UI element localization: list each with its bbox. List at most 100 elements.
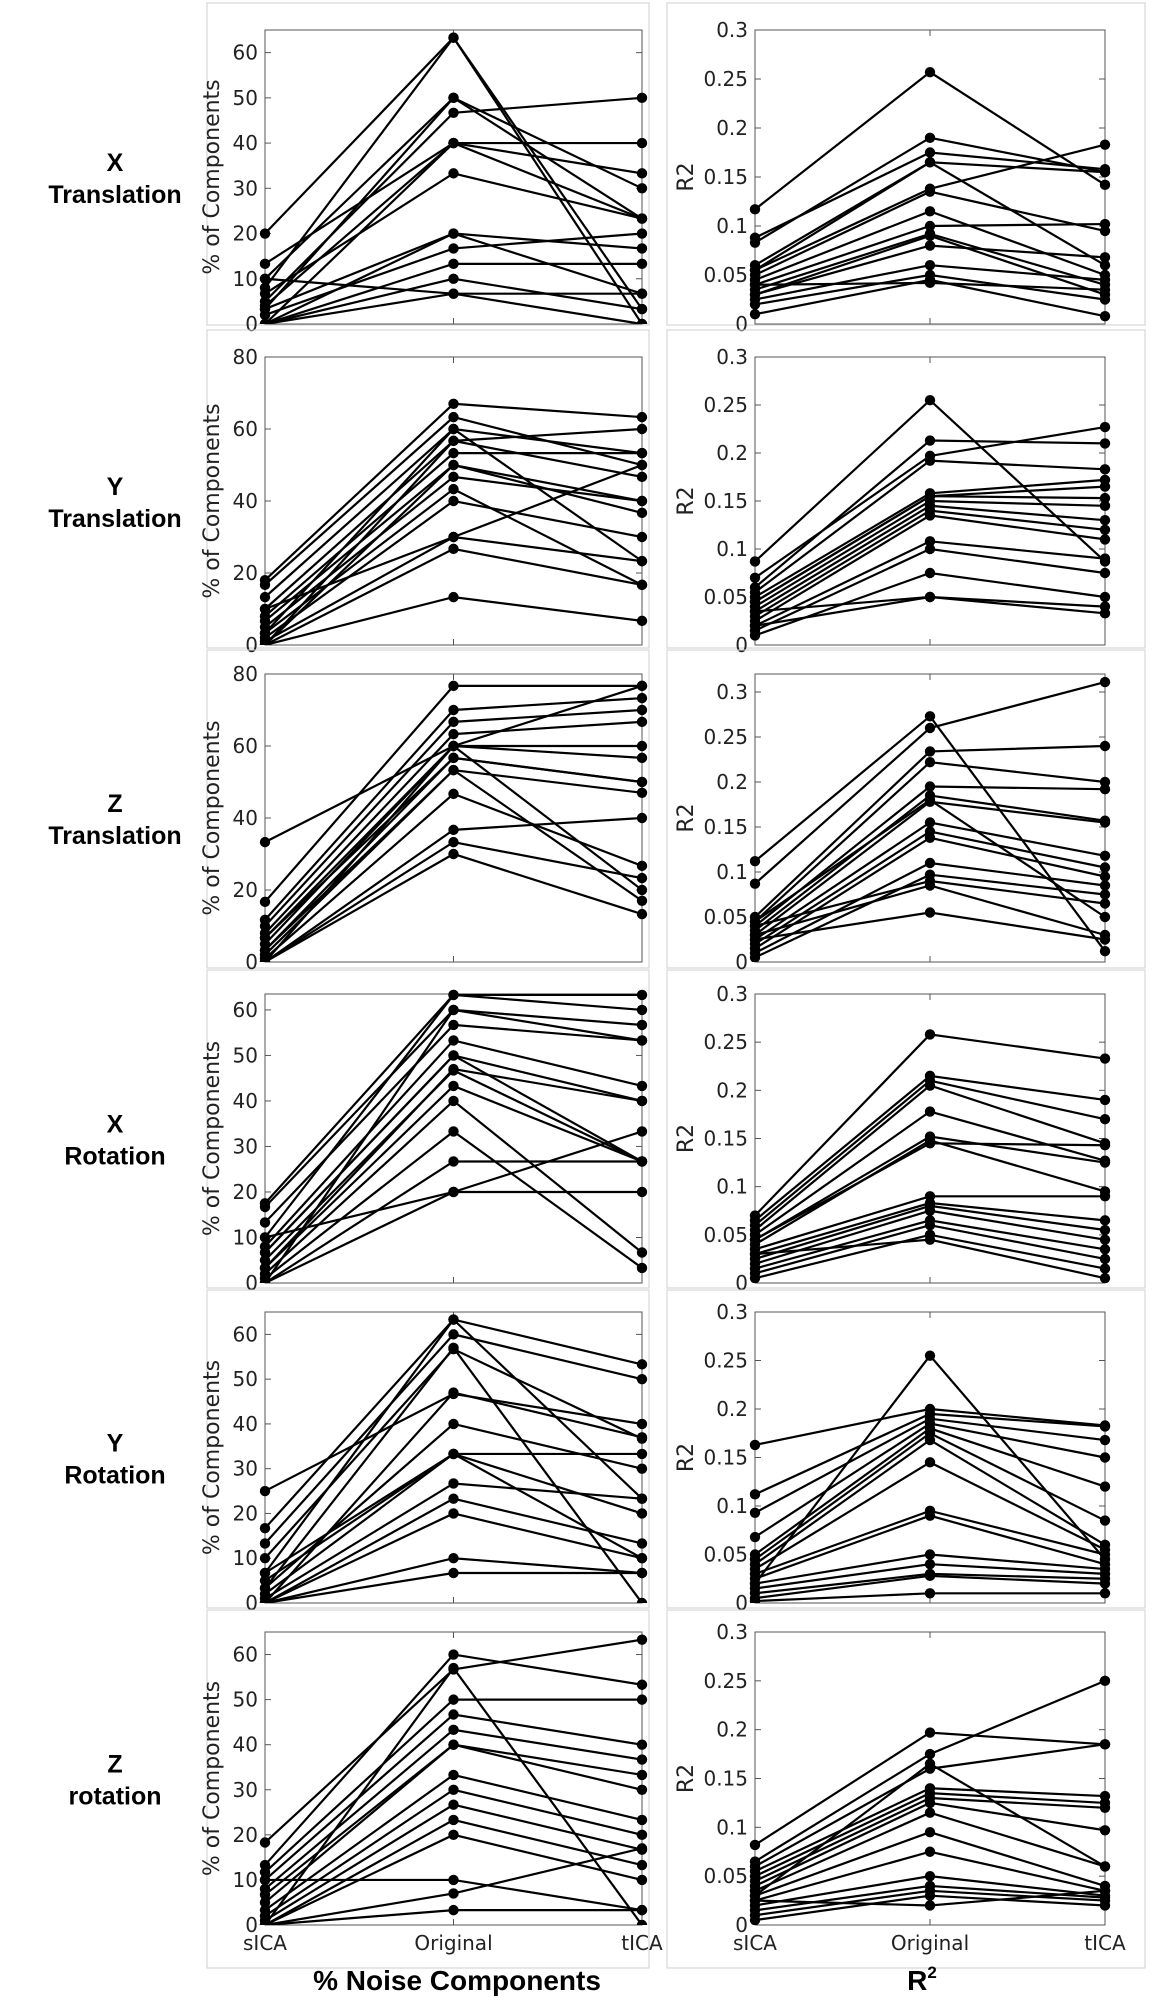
data-point <box>636 908 648 920</box>
x-axis-title-noise-components: % Noise Components <box>313 1965 601 1996</box>
series-line <box>264 792 643 960</box>
data-point <box>259 1255 271 1266</box>
data-point <box>636 228 648 239</box>
series-group <box>259 680 648 962</box>
data-point <box>636 459 648 471</box>
data-point <box>636 812 648 824</box>
data-point <box>636 1035 648 1046</box>
data-point <box>636 447 648 459</box>
data-point <box>749 1489 761 1500</box>
data-point <box>448 1649 459 1660</box>
data-point <box>448 1784 459 1795</box>
data-point <box>924 817 936 828</box>
data-point <box>1099 911 1111 923</box>
row-labels: X Translation Y Translation Z Translation X Rot… <box>48 149 181 1811</box>
y-tick-label: 30 <box>233 176 258 200</box>
x-tick-label: sICA <box>733 1931 777 1955</box>
data-point <box>749 309 761 320</box>
row-label-line2: Rotation <box>64 1143 165 1171</box>
y-axis-title: R2 <box>674 162 699 191</box>
y-tick-label: 50 <box>233 1043 258 1067</box>
data-point <box>749 1890 761 1901</box>
data-point <box>924 1350 936 1361</box>
data-point <box>749 1914 761 1925</box>
data-point <box>749 1839 761 1851</box>
y-tick-label: 0 <box>735 312 748 336</box>
data-point <box>636 1186 648 1198</box>
y-tick-label: 60 <box>233 417 258 441</box>
data-point <box>1099 1452 1111 1463</box>
data-point <box>259 1247 271 1258</box>
row-label-line1: X <box>107 1111 124 1139</box>
y-tick-label: 0.05 <box>703 1864 748 1888</box>
data-point <box>1099 260 1111 271</box>
data-point <box>636 1095 648 1107</box>
data-point <box>924 1138 936 1149</box>
data-point <box>448 1508 459 1519</box>
data-point <box>259 1201 271 1213</box>
data-point <box>448 471 459 483</box>
y-tick-label: 30 <box>233 1457 258 1481</box>
data-point <box>1099 1588 1111 1599</box>
data-point <box>636 680 648 692</box>
data-point <box>448 459 459 471</box>
data-point <box>636 872 648 884</box>
data-point <box>749 856 761 867</box>
data-point <box>448 989 459 1001</box>
data-point <box>448 107 459 118</box>
chart-panel: 0 0.05 0.1 0.15 0.2 0.25 0.3 R2 <box>666 329 1146 657</box>
y-axis-title: % of Components <box>200 79 225 274</box>
data-point <box>259 258 271 270</box>
data-point <box>448 1493 459 1504</box>
data-point <box>749 1248 761 1260</box>
data-point <box>749 916 761 927</box>
data-point <box>1099 1191 1111 1202</box>
data-point <box>924 277 936 289</box>
data-point <box>924 1727 936 1738</box>
panel-frame <box>666 2 1146 326</box>
data-point <box>259 956 271 962</box>
data-point <box>1099 1900 1111 1911</box>
data-point <box>448 447 459 459</box>
data-point <box>924 1588 936 1599</box>
y-tick-label: 0.3 <box>716 982 748 1006</box>
data-point <box>448 168 459 179</box>
data-point <box>924 1900 936 1911</box>
data-point <box>448 1662 459 1674</box>
data-point <box>924 880 936 891</box>
data-point <box>924 781 936 792</box>
data-point <box>749 264 761 276</box>
data-point <box>749 1531 761 1543</box>
panel-frame <box>206 1609 650 1969</box>
data-point <box>448 788 459 800</box>
data-point <box>636 1679 648 1690</box>
data-point <box>448 1904 459 1916</box>
data-point <box>259 1874 271 1886</box>
y-tick-label: 0 <box>245 1591 258 1615</box>
data-point <box>259 1217 271 1228</box>
data-point <box>259 944 271 956</box>
data-point <box>924 1890 936 1901</box>
data-point <box>636 1634 648 1645</box>
y-tick-label: 60 <box>233 734 258 758</box>
data-point <box>259 603 271 615</box>
data-point <box>448 258 459 270</box>
data-point <box>924 1510 936 1521</box>
data-point <box>636 411 648 423</box>
y-tick-label: 40 <box>233 1733 258 1757</box>
data-point <box>749 299 761 310</box>
data-point <box>1099 608 1111 619</box>
data-point <box>636 860 648 872</box>
data-point <box>259 1553 271 1564</box>
y-axis-title: % of Components <box>200 720 225 915</box>
data-point <box>448 848 459 860</box>
data-point <box>1099 515 1111 526</box>
data-point <box>448 288 459 299</box>
data-point <box>1099 1861 1111 1872</box>
data-point <box>1099 880 1111 891</box>
y-tick-label: 0.25 <box>703 1669 748 1693</box>
data-point <box>259 1837 271 1848</box>
data-point <box>259 1897 271 1908</box>
data-point <box>448 1418 459 1430</box>
data-point <box>448 435 459 447</box>
